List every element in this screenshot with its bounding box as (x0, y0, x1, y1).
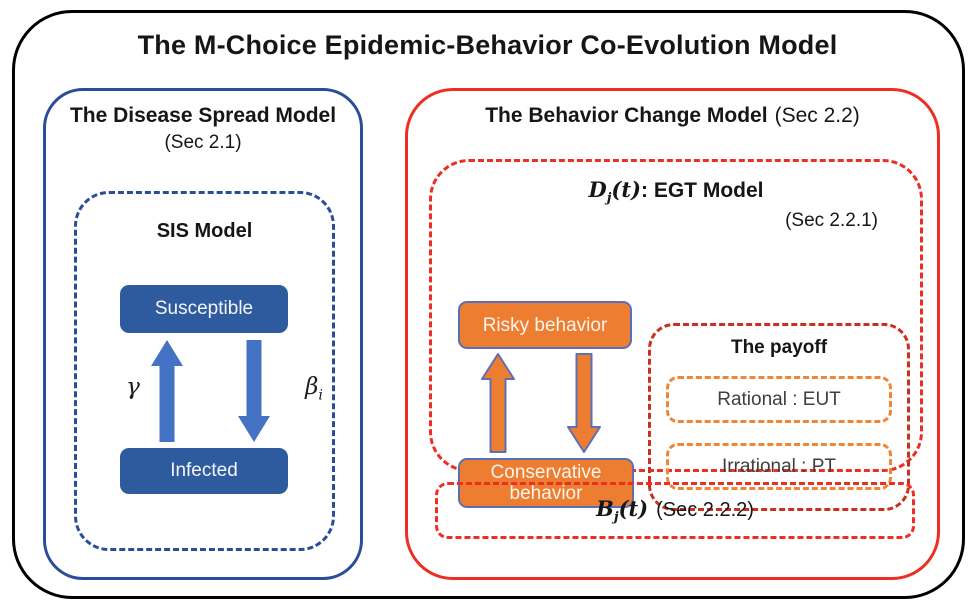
disease-panel-section: (Sec 2.1) (164, 132, 242, 153)
egt-model-title: Dj(t): EGT Model (432, 177, 920, 206)
behavior-change-panel: The Behavior Change Model (Sec 2.2) Dj(t… (405, 88, 940, 580)
beta-subscript: i (318, 387, 323, 404)
behavior-panel-title: The Behavior Change Model (485, 104, 768, 127)
payoff-box: The payoff Rational : EUT Irrational : P… (648, 323, 910, 511)
behavior-panel-section: (Sec 2.2) (774, 104, 860, 127)
diagram-title: The M-Choice Epidemic-Behavior Co-Evolut… (137, 30, 838, 60)
dj-math: Dj(t) (588, 177, 641, 206)
bj-section: (Sec 2.2.2) (656, 499, 754, 521)
rational-eut-box: Rational : EUT (666, 376, 892, 423)
rational-eut-label: Rational : EUT (717, 388, 841, 410)
d-subscript: j (606, 191, 612, 207)
infected-label: Infected (170, 460, 238, 481)
conservative-behavior-label: Conservative behavior (490, 462, 602, 504)
sis-model-title: SIS Model (156, 220, 253, 242)
risky-behavior-node: Risky behavior (458, 301, 632, 349)
recovery-rate-label: γ (115, 374, 151, 400)
egt-title-rest: : EGT Model (641, 179, 764, 202)
d-args: (t) (611, 177, 641, 202)
irrational-pt-box: Irrational : PT (666, 443, 892, 490)
recovery-arrow (151, 340, 183, 442)
susceptible-node: Susceptible (120, 285, 288, 333)
disease-spread-panel: The Disease Spread Model (Sec 2.1) SIS M… (43, 88, 363, 580)
gamma-symbol: γ (126, 374, 140, 400)
model-frame (12, 10, 965, 599)
beta-symbol: β (305, 374, 319, 400)
infection-rate-label: βi (292, 374, 336, 404)
disease-panel-title: The Disease Spread Model (69, 104, 337, 127)
susceptible-label: Susceptible (154, 298, 254, 319)
egt-section: (Sec 2.2.1) (785, 210, 878, 231)
b-symbol: B (596, 495, 614, 521)
b-subscript: j (613, 510, 619, 526)
bj-model-box: Bj(t) (Sec 2.2.2) (435, 482, 915, 539)
bj-math: Bj(t) (596, 496, 648, 525)
to-conservative-arrow (567, 353, 601, 453)
sis-model-box: SIS Model Susceptible γ βi Infected (74, 191, 335, 551)
infection-arrow (238, 340, 270, 442)
risky-behavior-label: Risky behavior (482, 314, 608, 336)
behavior-panel-heading: The Behavior Change Model (Sec 2.2) (408, 103, 937, 129)
irrational-pt-label: Irrational : PT (721, 455, 837, 477)
d-symbol: D (588, 177, 607, 202)
egt-model-box: Dj(t): EGT Model (Sec 2.2.1) Risky behav… (429, 159, 923, 511)
to-risky-arrow (481, 353, 515, 453)
infected-node: Infected (120, 448, 288, 494)
payoff-title: The payoff (730, 337, 828, 358)
b-args: (t) (618, 495, 649, 521)
